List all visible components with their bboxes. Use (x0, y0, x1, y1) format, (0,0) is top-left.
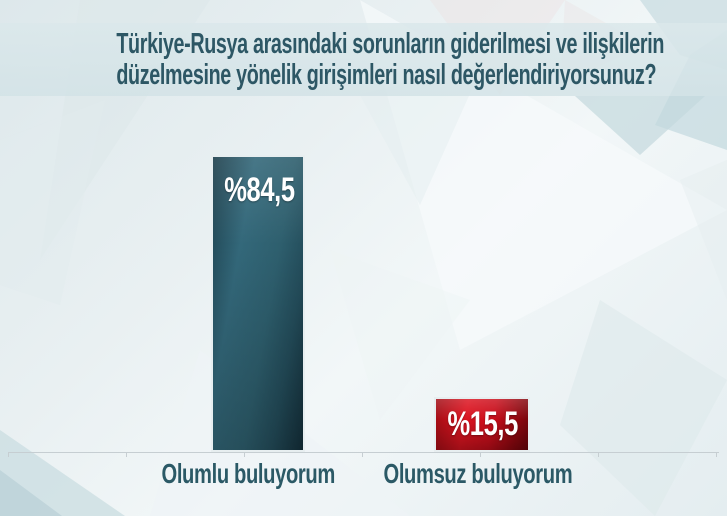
bar-olumsuz-value-label: %15,5 (447, 405, 519, 443)
category-label-olumlu: Olumlu buluyorum (161, 458, 336, 489)
bar-olumsuz: %15,5 (434, 397, 530, 452)
category-label-olumsuz: Olumsuz buluyorum (383, 458, 573, 489)
bar-olumlu: %84,5 (211, 155, 305, 452)
bar-olumlu-value-label: %84,5 (224, 171, 295, 209)
chart-title-line-2: düzelmesine yönelik girişimleri nasıl de… (116, 58, 657, 91)
chart-title-line-1: Türkiye-Rusya arasındaki sorunların gide… (116, 27, 665, 60)
chart-title-band: Türkiye-Rusya arasındaki sorunların gide… (0, 23, 727, 96)
x-axis-baseline (8, 452, 719, 457)
